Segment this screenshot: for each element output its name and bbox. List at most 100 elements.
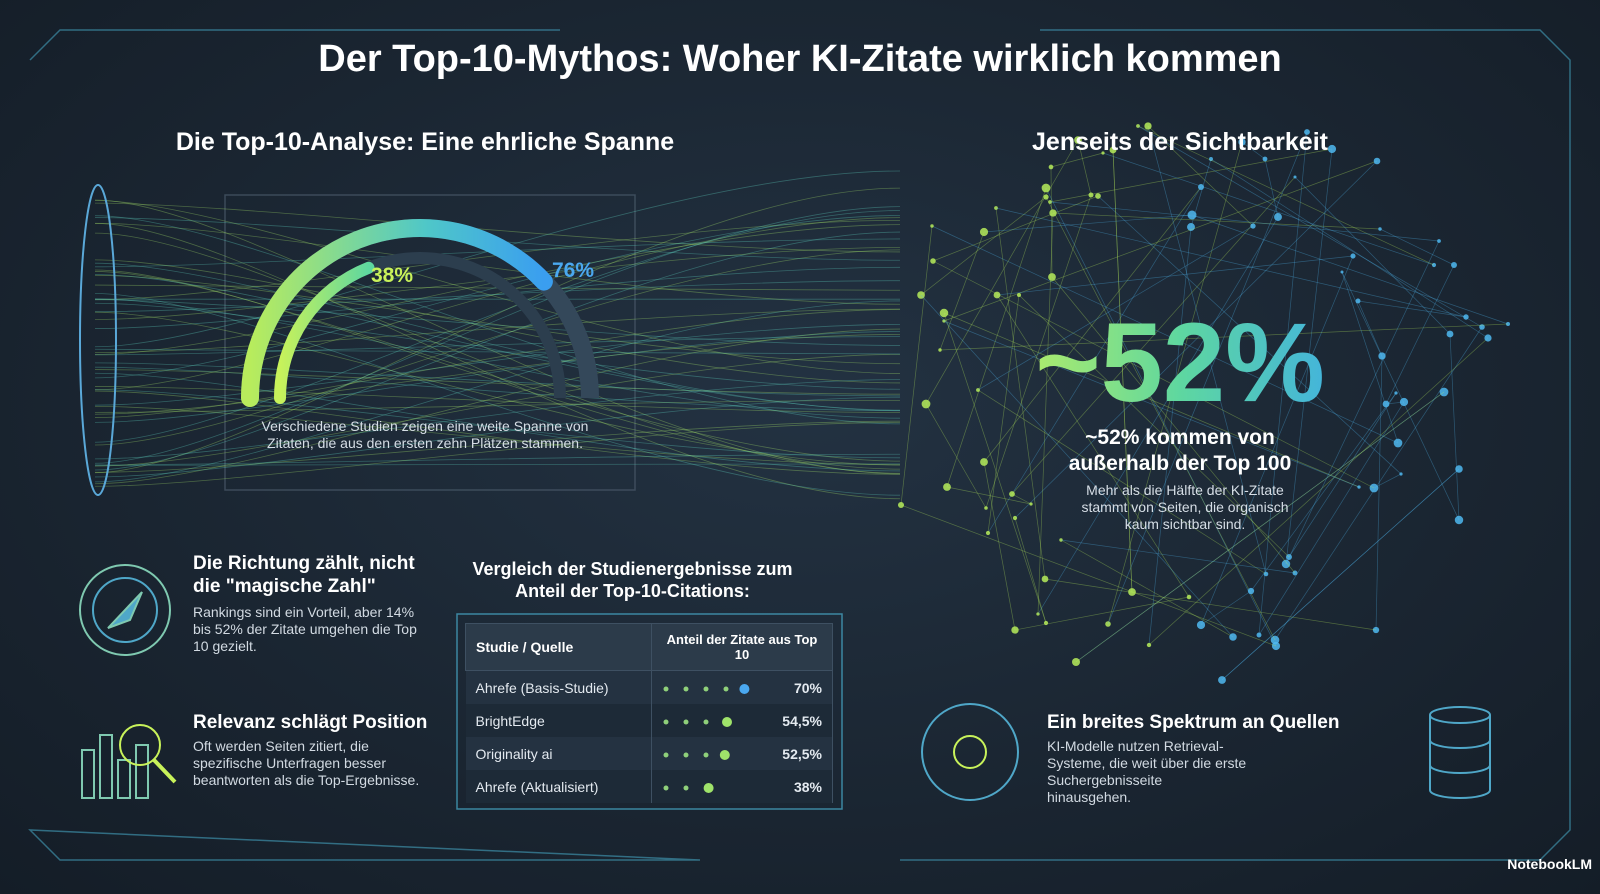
network-node xyxy=(1187,210,1197,220)
network-link xyxy=(1449,333,1460,521)
network-node xyxy=(1292,570,1298,576)
stream-line xyxy=(94,299,901,346)
network-link xyxy=(996,255,1354,296)
network-link xyxy=(1075,391,1445,663)
network-node xyxy=(1128,588,1136,596)
stream-line xyxy=(94,232,901,474)
network-link xyxy=(983,214,1193,233)
stream-line xyxy=(94,271,901,462)
stream-line xyxy=(94,280,901,313)
indicator-dot xyxy=(683,752,689,758)
stream-line xyxy=(94,231,901,471)
brand: NotebookLM xyxy=(1507,856,1592,872)
network-node xyxy=(1036,612,1040,616)
network-node xyxy=(1505,321,1511,327)
network-link xyxy=(996,294,1190,598)
gauge-low-label: 38% xyxy=(371,264,414,287)
network-node xyxy=(1437,239,1441,243)
network-node xyxy=(1382,400,1390,408)
stream-line xyxy=(94,224,901,355)
feature: Relevanz schlägt Position Oft werden Sei… xyxy=(193,711,438,789)
stream-line xyxy=(94,348,901,355)
network-link xyxy=(925,139,1079,405)
network-link xyxy=(1147,125,1267,575)
stream-line xyxy=(94,217,901,391)
stream-line xyxy=(94,324,901,406)
network-node xyxy=(1048,164,1054,170)
network-node xyxy=(1049,209,1057,217)
indicator-dot xyxy=(663,785,669,791)
stream-line xyxy=(94,405,901,466)
gauge-high-label: 76% xyxy=(552,259,595,282)
network-node xyxy=(1373,157,1381,165)
network-link xyxy=(1107,141,1243,625)
network-link xyxy=(900,504,1277,647)
stream-line xyxy=(94,331,901,423)
network-node xyxy=(1105,621,1111,627)
network-node xyxy=(1484,334,1492,342)
stream-line xyxy=(94,249,901,446)
network-link xyxy=(932,260,1375,489)
network-node xyxy=(1041,183,1051,193)
indicator-dot xyxy=(683,719,689,725)
network-link xyxy=(1148,337,1489,646)
network-node xyxy=(1146,642,1152,648)
network-node xyxy=(1274,213,1282,221)
network-link xyxy=(1014,160,1378,519)
network-node xyxy=(1463,314,1469,320)
indicator-dot xyxy=(683,785,689,791)
network-node xyxy=(1218,676,1226,684)
network-link xyxy=(983,186,1202,463)
network-node xyxy=(1144,122,1152,130)
indicator-dot xyxy=(683,686,689,692)
share-label: 70% xyxy=(793,680,822,696)
indicator-dot xyxy=(663,686,669,692)
network-decoration xyxy=(79,122,1511,684)
network-link xyxy=(1060,539,1234,638)
table-cell: 38% xyxy=(651,770,833,803)
icons xyxy=(79,564,1491,801)
network-node xyxy=(1095,193,1101,199)
network-link xyxy=(1200,255,1354,626)
network-link xyxy=(1285,148,1333,565)
network-link xyxy=(900,225,933,506)
network-node xyxy=(1263,571,1269,577)
network-node xyxy=(1041,575,1049,583)
network-node xyxy=(1393,438,1403,448)
network-node xyxy=(1011,626,1019,634)
network-node xyxy=(1262,156,1268,162)
stream-line xyxy=(94,210,901,443)
network-link xyxy=(920,294,1234,638)
network-node xyxy=(1187,223,1195,231)
stream-line xyxy=(94,311,901,466)
stream-line xyxy=(94,269,901,470)
network-link xyxy=(1241,141,1266,160)
comparison-table: Studie / Quelle Anteil der Zitate aus To… xyxy=(465,623,833,803)
network-node xyxy=(979,227,989,237)
big-subheading: ~52% kommen von außerhalb der Top 100 xyxy=(1068,426,1292,475)
table-row: Ahrefe (Aktualisiert) 38% xyxy=(465,770,833,803)
network-node xyxy=(1357,485,1361,489)
indicator-marker xyxy=(722,716,732,727)
network-link xyxy=(931,225,1399,444)
network-link xyxy=(1148,226,1192,646)
stream-line xyxy=(94,262,901,412)
network-node xyxy=(1399,472,1403,476)
stream-line xyxy=(94,308,901,354)
network-link xyxy=(943,312,1047,624)
network-node xyxy=(1043,194,1049,200)
stream-line xyxy=(94,247,901,320)
stream-line xyxy=(94,199,901,475)
gauge xyxy=(241,219,599,407)
frame xyxy=(28,29,1571,861)
network-link xyxy=(1045,196,1276,641)
stream-line xyxy=(94,206,901,464)
network-node xyxy=(1088,192,1094,198)
network-node xyxy=(1209,157,1213,161)
share-label: 54,5% xyxy=(782,713,822,729)
stream-line xyxy=(94,463,901,466)
network-node xyxy=(1281,559,1291,569)
network-node xyxy=(917,291,925,299)
share-indicator xyxy=(663,749,730,760)
